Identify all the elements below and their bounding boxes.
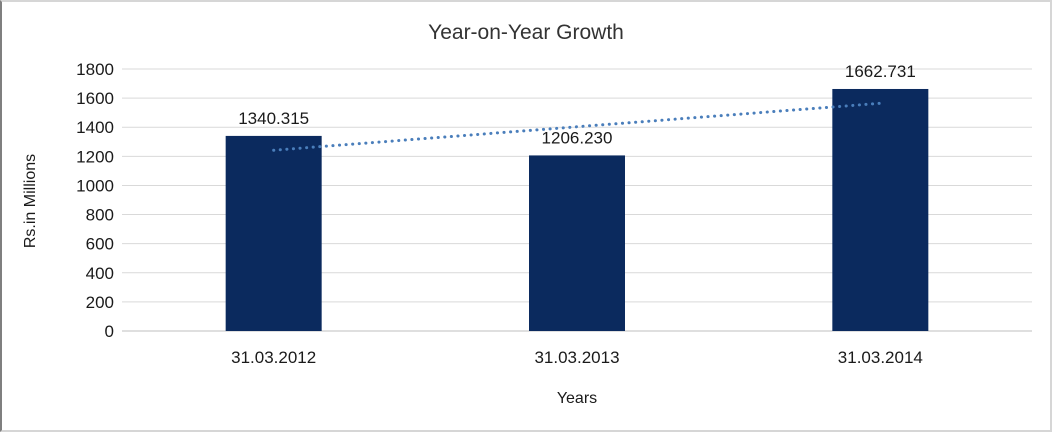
chart-title: Year-on-Year Growth — [428, 21, 624, 44]
y-tick-labels: 0 200 400 600 800 1000 1200 1400 1600 1800 — [76, 60, 114, 341]
x-axis-title: Years — [557, 390, 597, 407]
bar — [225, 135, 322, 331]
x-tick-label: 31.03.2012 — [231, 348, 316, 367]
y-tick-label: 1200 — [76, 147, 114, 166]
x-tick-label: 31.03.2013 — [534, 348, 619, 367]
y-tick-label: 800 — [86, 206, 114, 225]
trendline-layer — [272, 101, 882, 152]
y-tick-label: 0 — [105, 322, 114, 341]
y-tick-label: 400 — [86, 264, 114, 283]
x-tick-label: 31.03.2014 — [838, 348, 923, 367]
y-tick-label: 1800 — [76, 60, 114, 79]
bar-series — [225, 88, 929, 332]
x-tick-labels: 31.03.2012 31.03.2013 31.03.2014 — [231, 348, 923, 367]
y-tick-label: 200 — [86, 293, 114, 312]
data-labels: 1340.315 1206.230 1662.731 — [238, 62, 916, 147]
bar-data-label: 1206.230 — [542, 128, 613, 147]
y-tick-label: 1600 — [76, 89, 114, 108]
y-tick-label: 600 — [86, 235, 114, 254]
bar — [529, 155, 625, 331]
y-tick-label: 1000 — [76, 176, 114, 195]
bar-data-label: 1340.315 — [238, 109, 309, 128]
trendline — [272, 101, 882, 152]
bar-data-label: 1662.731 — [845, 62, 916, 81]
y-tick-label: 1400 — [76, 118, 114, 137]
y-axis-title: Rs.in Millions — [22, 154, 39, 248]
bar — [832, 88, 929, 332]
